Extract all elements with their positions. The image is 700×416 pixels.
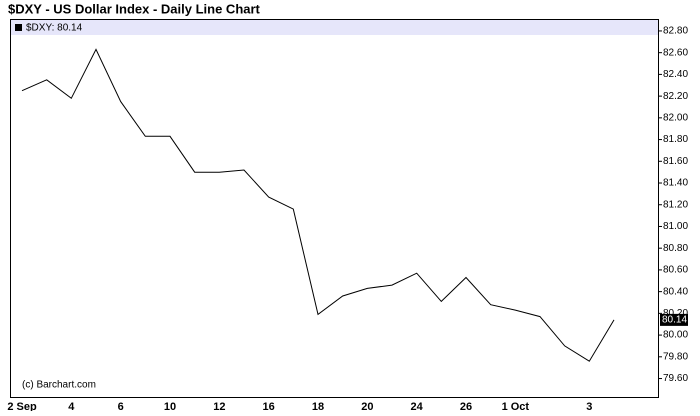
legend-band (11, 20, 658, 35)
y-tick-label: 80.40 (663, 286, 688, 297)
price-line (21, 48, 615, 362)
y-tick-label: 82.60 (663, 47, 688, 58)
x-tick-label: 20 (361, 401, 373, 411)
y-tick-label: 80.00 (663, 330, 688, 341)
y-tick-label: 81.80 (663, 134, 688, 145)
y-tick-label: 82.40 (663, 69, 688, 80)
legend-swatch (15, 24, 22, 31)
x-tick-label: 4 (68, 401, 75, 411)
y-tick-label: 80.20 (663, 308, 688, 319)
y-tick-label: 82.00 (663, 112, 688, 123)
x-tick-label: 6 (118, 401, 124, 411)
x-tick-label: 16 (263, 401, 275, 411)
x-tick-label: 1 Oct (502, 401, 530, 411)
y-tick-label: 79.60 (663, 373, 688, 384)
y-tick-label: 82.20 (663, 91, 688, 102)
y-tick-label: 81.60 (663, 156, 688, 167)
chart-title: $DXY - US Dollar Index - Daily Line Char… (8, 1, 261, 16)
legend-label: $DXY: 80.14 (26, 23, 83, 34)
annotation: (c) Barchart.com (22, 380, 96, 391)
y-tick-label: 81.40 (663, 178, 688, 189)
x-tick-label: 12 (213, 401, 225, 411)
plot-area (10, 19, 659, 398)
x-tick-label: 3 (586, 401, 592, 411)
x-tick-label: 24 (411, 401, 424, 411)
x-tick-label: 18 (312, 401, 324, 411)
y-tick-label: 81.00 (663, 221, 688, 232)
y-tick-label: 82.80 (663, 26, 688, 37)
last-value-box (660, 313, 688, 326)
x-tick-label: 26 (460, 401, 472, 411)
y-tick-label: 79.80 (663, 351, 688, 362)
y-tick-label: 80.80 (663, 243, 688, 254)
y-tick-label: 81.20 (663, 199, 688, 210)
last-value-label: 80.14 (662, 315, 687, 326)
x-tick-label: 2 Sep (7, 401, 37, 411)
y-tick-label: 80.60 (663, 265, 688, 276)
x-tick-label: 10 (164, 401, 176, 411)
